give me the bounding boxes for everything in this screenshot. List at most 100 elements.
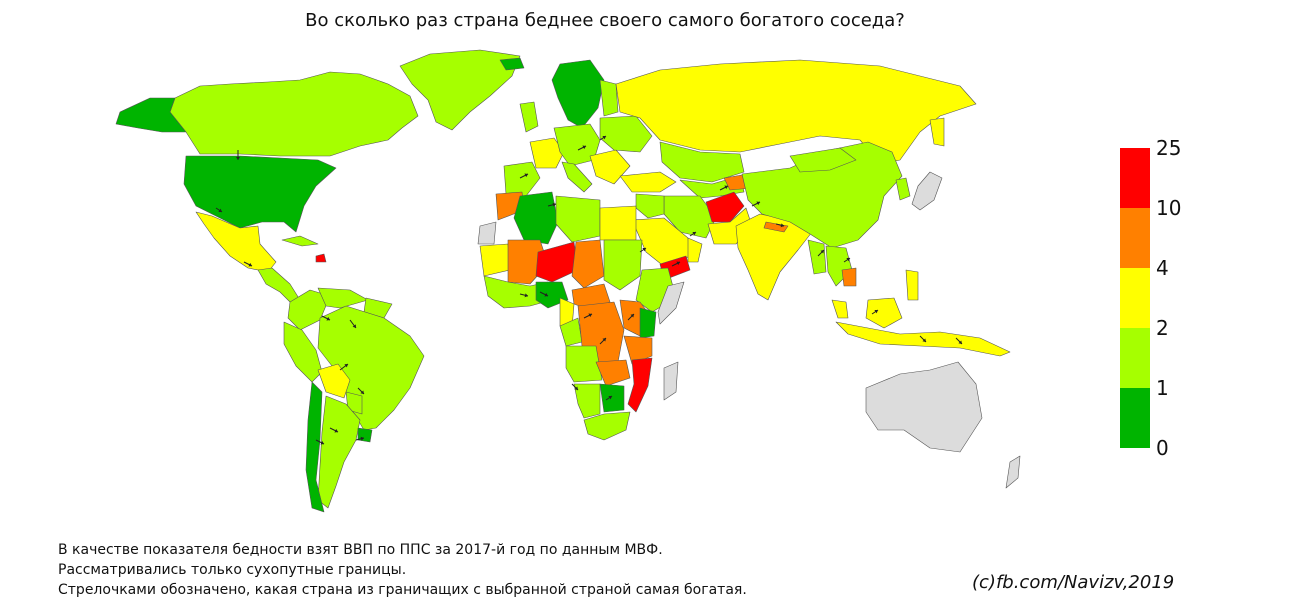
neighbor-arrow-head — [344, 364, 348, 368]
region-myanmar — [807, 239, 827, 275]
neighbor-arrow-head — [958, 340, 962, 344]
legend-label-25: 25 — [1156, 136, 1182, 160]
region-venezuela — [317, 287, 369, 309]
region-kenya — [639, 307, 657, 339]
region-greenland — [399, 49, 521, 131]
region-iberia — [503, 161, 541, 197]
region-canada — [169, 71, 419, 157]
neighbor-arrow-head — [602, 136, 606, 140]
neighbor-arrow-head — [352, 324, 356, 328]
region-italy — [561, 161, 593, 193]
neighbor-arrow-head — [922, 338, 926, 342]
region-bolivia — [317, 363, 351, 399]
region-chad — [571, 239, 605, 289]
legend-swatch-4 — [1120, 388, 1150, 448]
neighbor-arrow-head — [248, 262, 252, 267]
region-central-america — [257, 267, 301, 305]
neighbor-arrow-head — [524, 173, 528, 178]
region-tanzania — [623, 335, 653, 365]
region-mexico — [195, 211, 277, 273]
region-chile — [305, 381, 325, 513]
legend-swatch-3 — [1120, 328, 1150, 388]
region-egypt — [599, 205, 637, 241]
region-south-africa — [583, 411, 631, 441]
region-western-sahara — [477, 221, 497, 245]
neighbor-arrow-head — [630, 314, 634, 318]
region-kamchatka — [929, 117, 945, 147]
neighbor-arrow-head — [236, 157, 240, 160]
region-scandinavia — [551, 59, 605, 129]
legend-label-1: 1 — [1156, 376, 1169, 400]
region-afghanistan — [705, 191, 745, 223]
region-peru-ecuador — [283, 321, 323, 383]
neighbor-arrow-head — [218, 208, 222, 212]
credit: (c)fb.com/Navizv,2019 — [972, 572, 1175, 593]
region-algeria — [513, 191, 559, 245]
region-zambia — [595, 359, 631, 387]
region-uk — [519, 101, 539, 133]
neighbor-arrow-head — [602, 338, 606, 342]
neighbor-arrow-head — [552, 202, 556, 207]
region-cambodia — [841, 267, 857, 287]
region-iraq-syria — [635, 193, 665, 219]
neighbor-arrow-head — [820, 250, 824, 254]
map-title: Во сколько раз страна беднее своего само… — [305, 10, 905, 31]
arrow-layer — [215, 135, 963, 445]
neighbor-arrow-head — [524, 293, 528, 298]
region-argentina — [317, 395, 361, 509]
footnote-line-2: Рассматривались только сухопутные границ… — [58, 562, 407, 578]
region-niger — [535, 241, 579, 283]
footnote-line-1: В качестве показателя бедности взят ВВП … — [58, 542, 663, 558]
legend-swatch-0 — [1120, 148, 1150, 208]
region-japan — [911, 171, 943, 211]
legend-label-0: 0 — [1156, 436, 1169, 460]
footnote-line-3: Стрелочками обозначено, какая страна из … — [58, 582, 747, 598]
neighbor-arrow-head — [320, 440, 324, 445]
neighbor-arrow-head — [874, 310, 878, 314]
footnotes: В качестве показателя бедности взят ВВП … — [58, 540, 747, 600]
region-new-zealand — [1005, 455, 1021, 489]
region-somalia — [657, 281, 685, 325]
region-turkey — [619, 171, 677, 193]
neighbor-arrow-head — [642, 248, 646, 252]
neighbor-arrow-head — [544, 292, 548, 297]
region-oman — [687, 237, 703, 263]
region-balkans — [589, 149, 631, 185]
region-kazakhstan — [659, 141, 745, 183]
region-borneo — [865, 297, 903, 329]
region-alaska — [115, 97, 187, 133]
legend-swatch-2 — [1120, 268, 1150, 328]
neighbor-arrow-head — [756, 201, 760, 206]
region-mauritania — [479, 243, 511, 277]
neighbor-arrow-head — [326, 316, 330, 321]
legend-swatch-1 — [1120, 208, 1150, 268]
region-malaysia — [831, 299, 849, 319]
neighbor-arrow-head — [582, 145, 586, 150]
region-mozambique — [627, 357, 653, 413]
region-botswana — [599, 383, 625, 413]
neighbor-arrow-head — [574, 386, 578, 390]
neighbor-arrow-head — [676, 261, 680, 266]
neighbor-arrow-head — [334, 428, 338, 433]
region-philippines — [905, 269, 919, 301]
region-korea — [895, 177, 911, 201]
region-iceland — [499, 57, 525, 71]
neighbor-arrow-head — [780, 223, 784, 228]
region-haiti — [315, 253, 327, 263]
region-uruguay — [357, 427, 373, 443]
neighbor-arrow-head — [692, 232, 696, 236]
neighbor-arrow-head — [846, 258, 850, 262]
legend-label-4: 4 — [1156, 256, 1169, 280]
neighbor-arrow-head — [588, 313, 592, 318]
region-angola — [565, 345, 603, 383]
region-namibia — [573, 383, 601, 419]
region-mongolia — [789, 147, 857, 173]
region-usa — [183, 155, 337, 233]
region-australia — [865, 361, 983, 453]
region-sudan — [603, 239, 643, 291]
neighbor-arrow-head — [608, 396, 612, 400]
neighbor-arrow-head — [360, 390, 364, 394]
region-china — [741, 141, 903, 249]
neighbor-arrow-head — [360, 436, 364, 441]
